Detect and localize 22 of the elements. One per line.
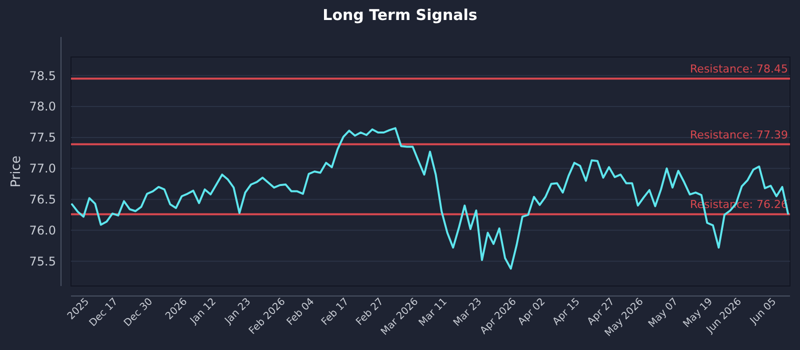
x-tick-label: Mar 11: [417, 296, 450, 329]
y-tick-label: 77.5: [29, 130, 56, 145]
y-tick-label: 78.5: [29, 68, 56, 83]
x-tick-label: Jan 12: [188, 296, 218, 327]
x-tick-label: Jan 23: [222, 296, 254, 327]
x-tick-label: Feb 04: [285, 296, 317, 328]
y-tick-label: 76.5: [29, 192, 56, 207]
x-tick-label: Feb 17: [320, 296, 352, 328]
y-tick-label: 75.5: [29, 254, 56, 268]
x-tick-label: Apr 02: [516, 296, 548, 328]
x-tick-label: Dec 30: [122, 296, 155, 330]
y-tick-label: 76.0: [29, 223, 56, 238]
y-tick-label: 77.0: [29, 162, 56, 176]
x-tick-label: Jun 05: [748, 296, 779, 328]
chart-title: Long Term Signals: [322, 6, 478, 24]
ref-line-label: Resistance: 78.45: [690, 62, 788, 76]
x-tick-label: Apr 15: [550, 296, 582, 328]
x-tick-label: Dec 17: [88, 296, 120, 330]
ref-line-label: Resistance: 77.39: [690, 128, 788, 142]
y-tick-label: 78.0: [29, 100, 56, 114]
line-series: [71, 127, 789, 270]
y-axis-title: Price: [9, 156, 24, 188]
